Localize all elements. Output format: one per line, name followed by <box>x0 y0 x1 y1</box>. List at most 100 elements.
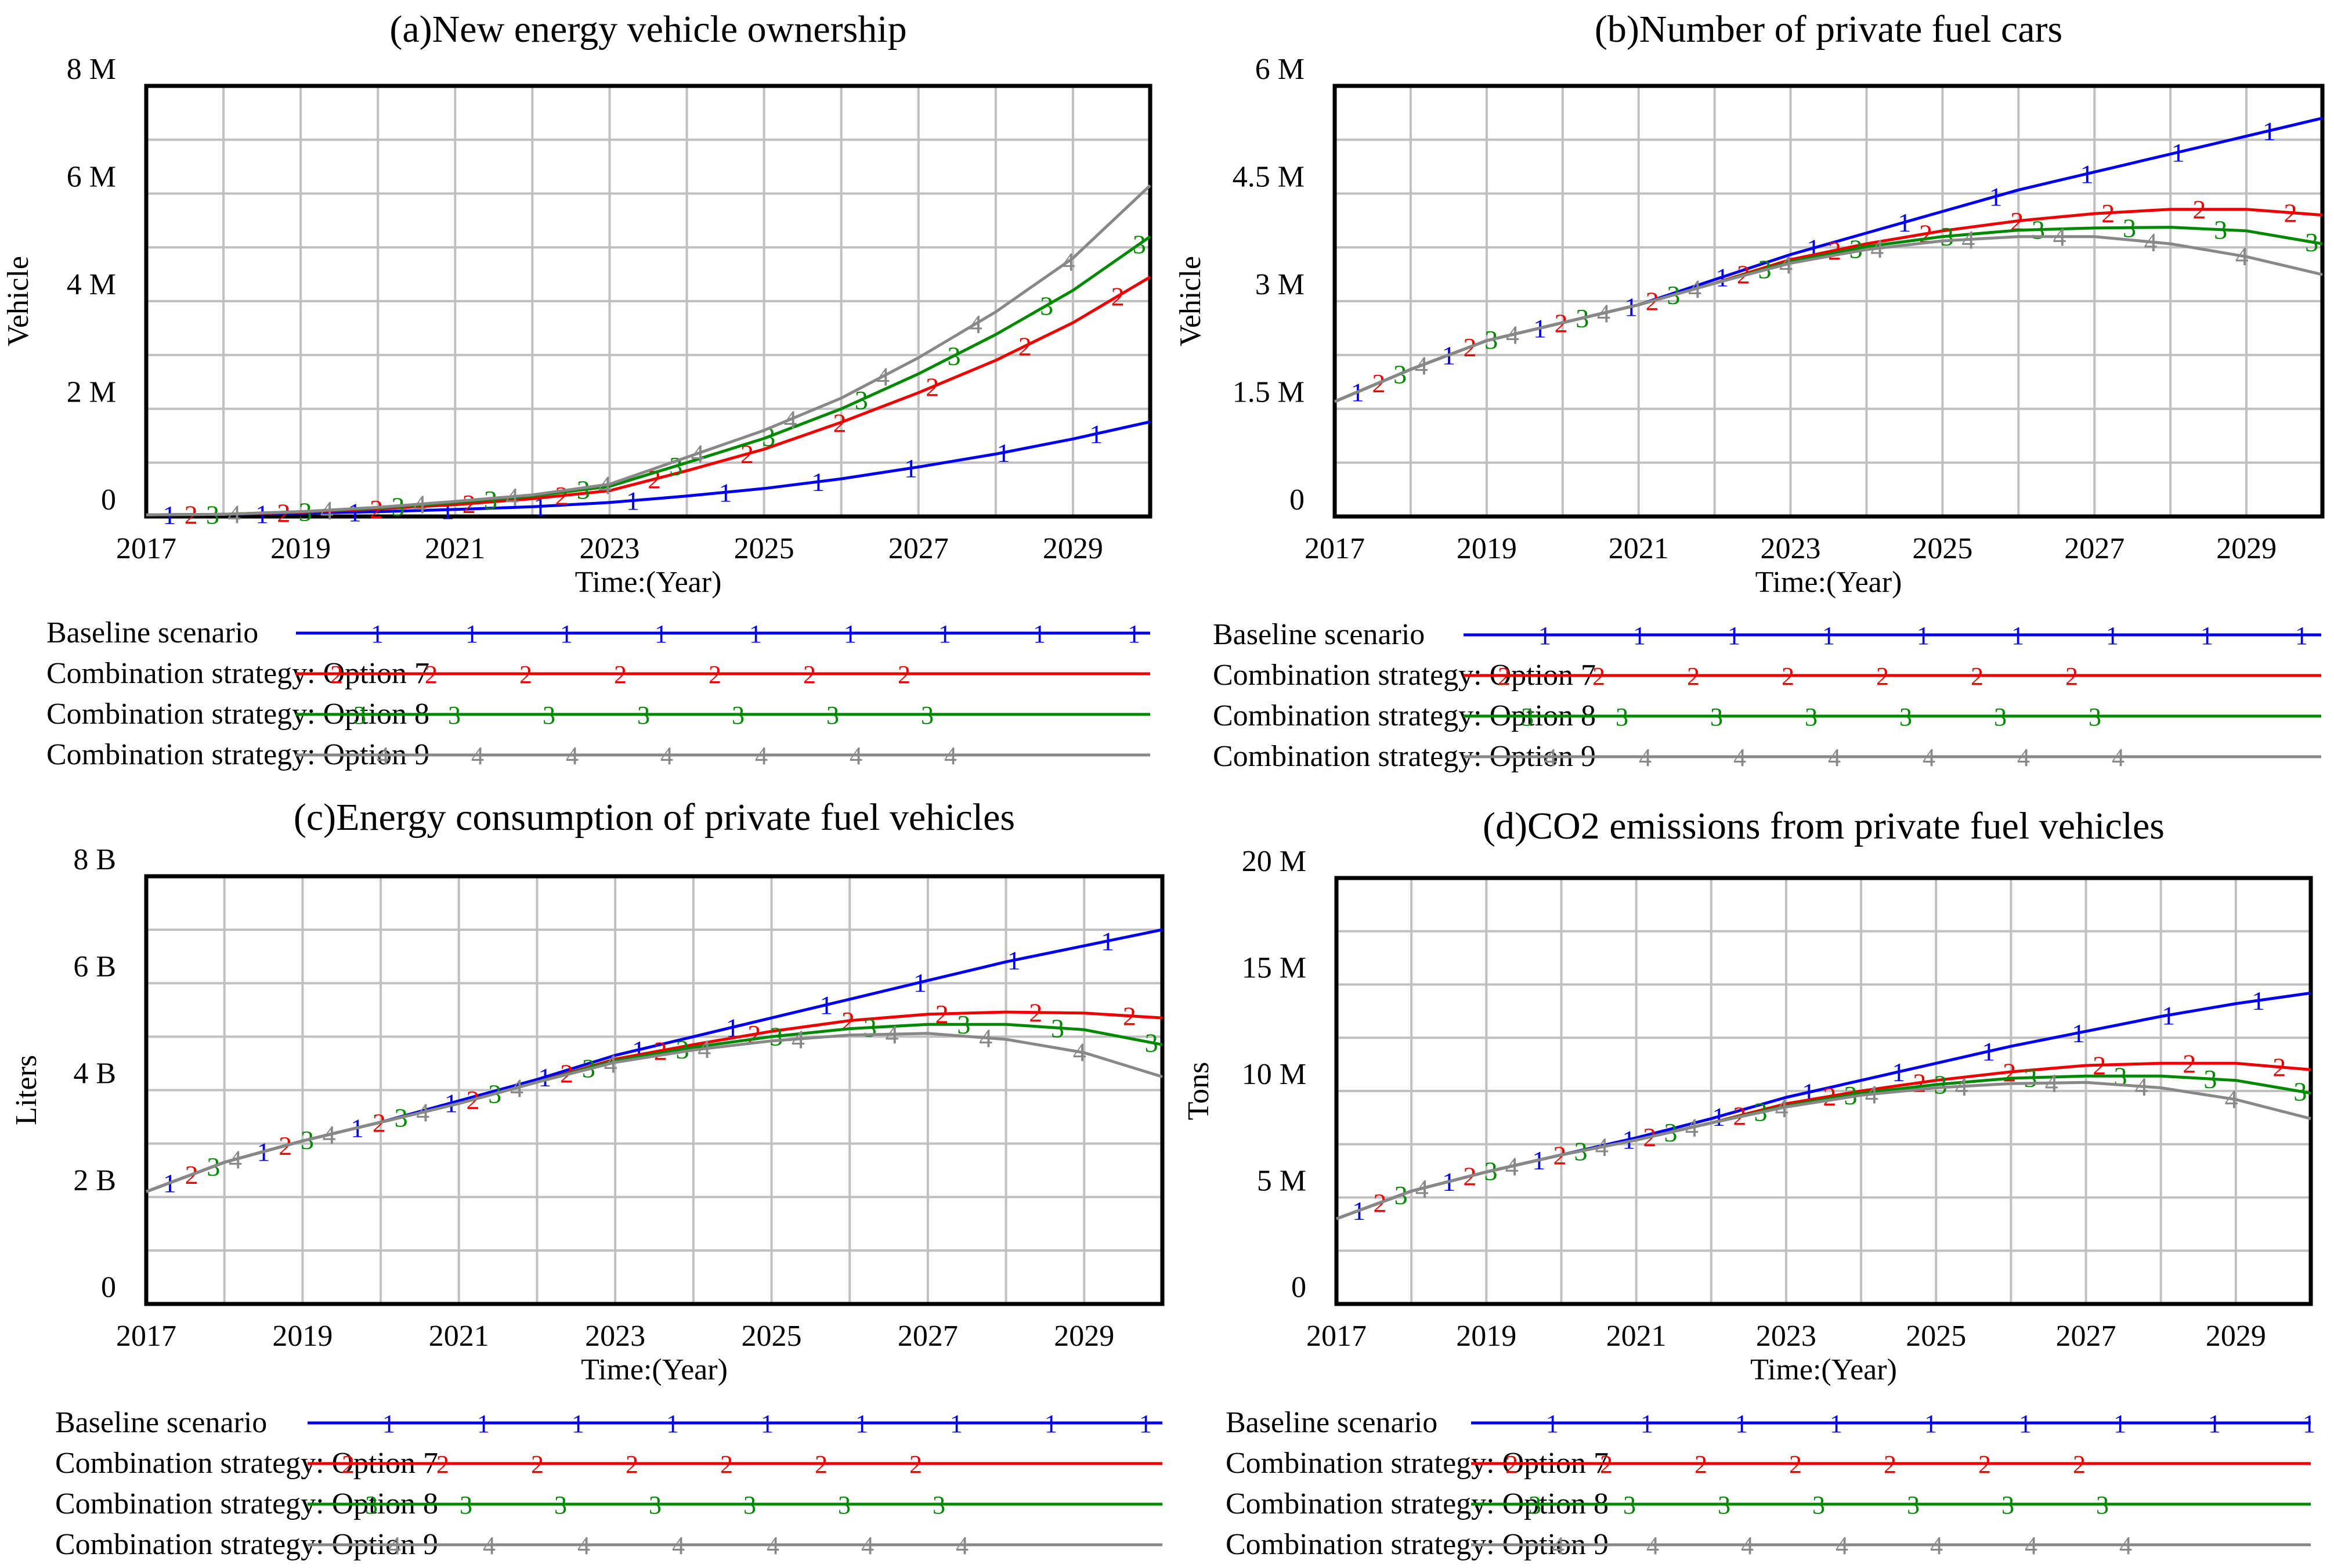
series-marker-baseline: 1 <box>2072 1018 2085 1048</box>
legend-marker-baseline: 1 <box>1830 1410 1842 1438</box>
legend-marker-option8: 3 <box>1718 1491 1730 1519</box>
x-tick-label: 2027 <box>2064 532 2125 565</box>
y-tick-label: 0 <box>101 1271 116 1304</box>
plot-frame <box>1334 876 2313 1306</box>
series-marker-option9: 4 <box>969 309 982 339</box>
legend-marker-option8: 3 <box>448 701 461 729</box>
legend-marker-baseline: 1 <box>1641 1410 1653 1438</box>
series-marker-baseline: 1 <box>904 454 917 483</box>
legend-marker-option7: 2 <box>1687 662 1700 691</box>
series-line-option9 <box>1334 235 2323 403</box>
x-tick-label: 2029 <box>2206 1320 2266 1353</box>
series-marker-option9: 4 <box>691 439 704 468</box>
legend-marker-baseline: 1 <box>855 1410 868 1438</box>
series-marker-option7: 2 <box>2192 195 2206 225</box>
series-marker-option9: 4 <box>1775 1093 1789 1123</box>
series-marker-option9: 4 <box>416 1097 429 1127</box>
series-marker-option7: 2 <box>841 1006 855 1036</box>
y-tick-label: 20 M <box>1242 845 1306 878</box>
legend-label: Baseline scenario <box>1213 618 1425 651</box>
series-marker-option9: 4 <box>1415 351 1428 381</box>
x-tick-label: 2017 <box>1305 532 1365 565</box>
legend-marker-baseline: 1 <box>1033 620 1046 648</box>
series-marker-option8: 3 <box>1934 1070 1947 1099</box>
series-marker-option9: 4 <box>1506 320 1519 350</box>
x-tick-label: 2029 <box>1054 1320 1114 1353</box>
chart-title: (c)Energy consumption of private fuel ve… <box>294 796 1015 839</box>
series-marker-option8: 3 <box>2305 227 2318 257</box>
series-marker-baseline: 1 <box>1989 182 2003 211</box>
legend-marker-option9: 4 <box>471 742 484 770</box>
legend-marker-option9: 4 <box>1544 743 1557 772</box>
legend-marker-baseline: 1 <box>844 620 857 648</box>
series-marker-option7: 2 <box>2183 1049 2196 1078</box>
legend-marker-option8: 3 <box>743 1491 756 1519</box>
legend-marker-option9: 4 <box>672 1531 685 1560</box>
series-marker-option8: 3 <box>675 1035 689 1064</box>
y-tick-label: 2 B <box>73 1164 116 1197</box>
y-axis-label: Vehicle <box>1174 256 1207 346</box>
y-tick-label: 2 M <box>67 376 116 409</box>
series-marker-option7: 2 <box>2272 1053 2286 1082</box>
series-marker-baseline: 1 <box>445 1089 458 1118</box>
series-marker-option9: 4 <box>876 362 890 391</box>
series-marker-option9: 4 <box>1685 1113 1699 1143</box>
legend-marker-option7: 2 <box>1600 1450 1613 1479</box>
series-marker-option8: 3 <box>855 385 868 415</box>
series-marker-option8: 3 <box>2123 213 2136 243</box>
plot-frame <box>1332 84 2325 519</box>
x-axis-label: Time:(Year) <box>575 566 722 599</box>
x-tick-label: 2023 <box>585 1320 645 1353</box>
legend-marker-option7: 2 <box>519 660 532 689</box>
series-marker-option9: 4 <box>413 490 427 519</box>
legend-marker-option8: 3 <box>933 1491 945 1519</box>
legend-marker-option9: 4 <box>850 742 862 770</box>
legend-marker-baseline: 1 <box>1538 622 1551 650</box>
y-tick-label: 10 M <box>1242 1058 1306 1091</box>
series-marker-option8: 3 <box>1145 1028 1158 1058</box>
legend-marker-baseline: 1 <box>2295 622 2308 650</box>
legend-marker-baseline: 1 <box>2106 622 2119 650</box>
legend-marker-option7: 2 <box>898 660 911 689</box>
y-axis-label: Vehicle <box>2 256 35 346</box>
legend-marker-option7: 2 <box>614 660 627 689</box>
series-marker-option8: 3 <box>2032 215 2045 245</box>
y-tick-label: 4.5 M <box>1233 161 1305 194</box>
legend-marker-option8: 3 <box>1616 703 1628 731</box>
legend-marker-baseline: 1 <box>1633 622 1646 650</box>
legend-marker-baseline: 1 <box>655 620 667 648</box>
plot-frame <box>144 84 1152 519</box>
legend-marker-option7: 2 <box>2073 1450 2086 1479</box>
y-tick-label: 4 M <box>67 268 116 301</box>
series-marker-option7: 2 <box>2101 198 2115 228</box>
series-marker-option9: 4 <box>885 1020 898 1049</box>
legend-marker-option7: 2 <box>1876 662 1889 691</box>
x-tick-label: 2027 <box>888 532 949 565</box>
series-marker-option9: 4 <box>1595 1132 1609 1162</box>
legend-marker-baseline: 1 <box>560 620 573 648</box>
legend-marker-option9: 4 <box>1836 1531 1848 1560</box>
chart-panel-a: (a)New energy vehicle ownership 0 2 M 4 M 6 … <box>2 8 1152 771</box>
legend-marker-option7: 2 <box>1789 1450 1802 1479</box>
chart-panel-b: (b)Number of private fuel cars 0 1.5 M 3 M 4… <box>1174 8 2325 773</box>
series-marker-baseline: 1 <box>811 467 825 497</box>
legend-marker-option7: 2 <box>425 660 438 689</box>
legend-marker-baseline: 1 <box>2019 1410 2032 1438</box>
series-marker-option9: 4 <box>1870 234 1884 263</box>
x-tick-label: 2029 <box>2216 532 2277 565</box>
series-marker-baseline: 1 <box>1007 946 1021 976</box>
series-marker-option9: 4 <box>2225 1084 2238 1114</box>
series-marker-option9: 4 <box>227 500 241 529</box>
legend-marker-baseline: 1 <box>477 1410 490 1438</box>
series-marker-option7: 2 <box>654 1036 667 1066</box>
series-marker-option9: 4 <box>979 1023 992 1053</box>
series-marker-option7: 2 <box>2284 198 2297 227</box>
legend-marker-baseline: 1 <box>371 620 384 648</box>
y-tick-label: 0 <box>1289 483 1305 516</box>
series-marker-option7: 2 <box>935 999 949 1029</box>
legend-marker-baseline: 1 <box>1917 622 1930 650</box>
legend-marker-option8: 3 <box>1994 703 2007 731</box>
series-marker-option8: 3 <box>1051 1013 1064 1043</box>
